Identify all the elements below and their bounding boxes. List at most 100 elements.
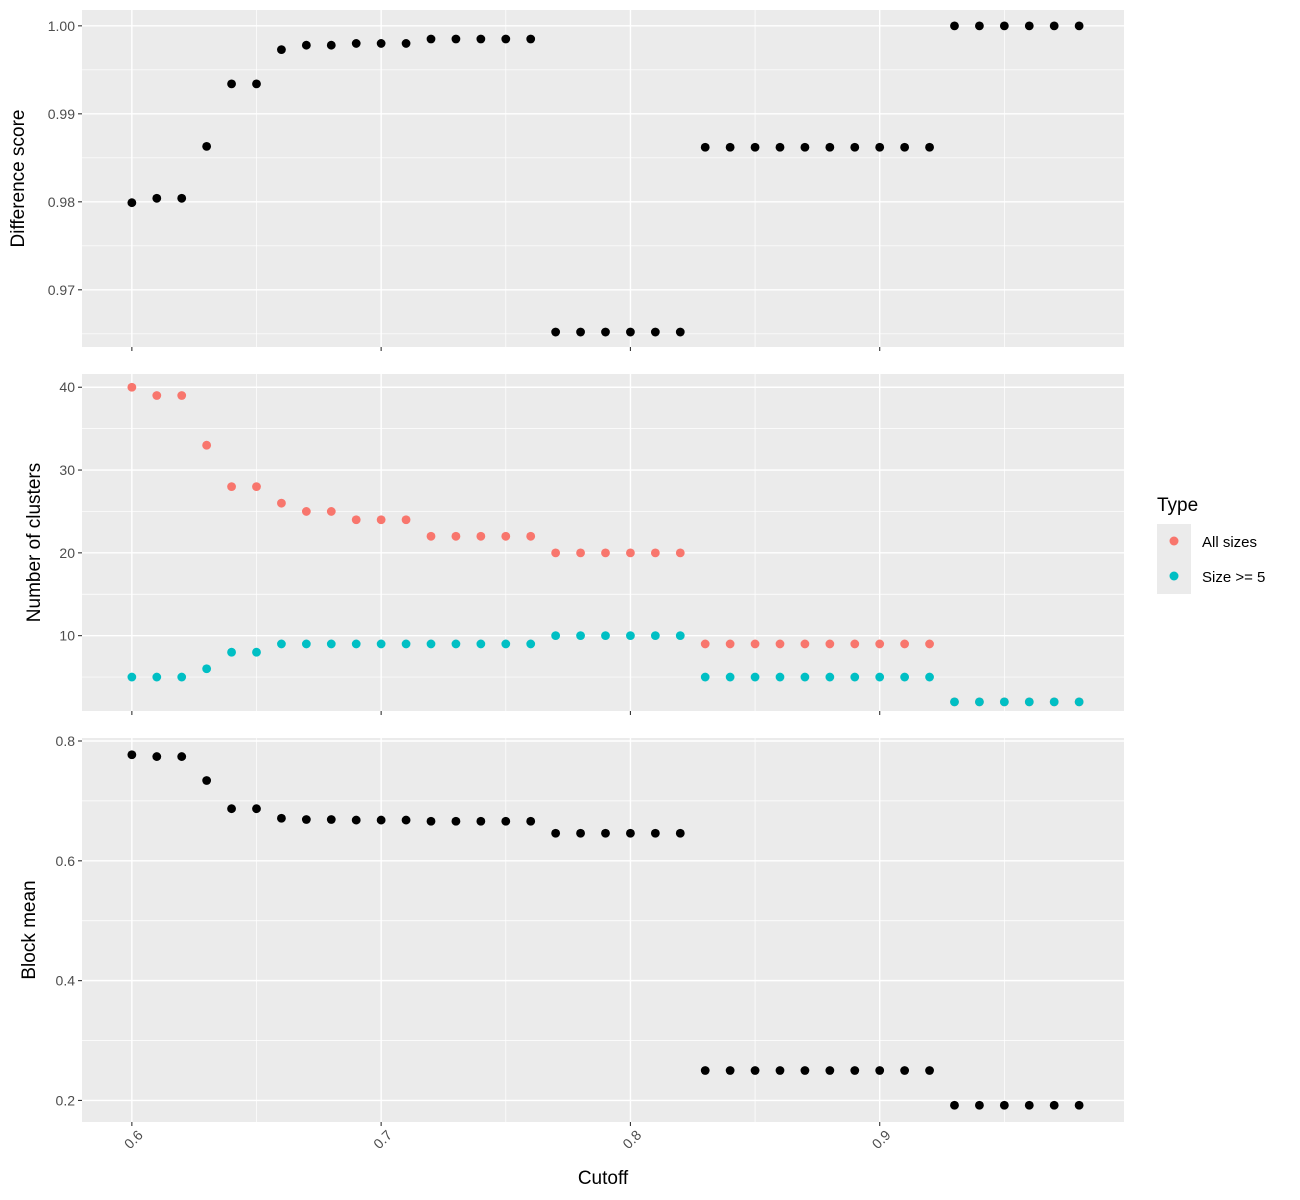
data-point: [650, 828, 660, 838]
data-point: [650, 548, 660, 558]
data-point: [551, 828, 561, 838]
legend-label-size-ge-5: Size >= 5: [1202, 569, 1265, 586]
data-point: [1074, 21, 1084, 31]
data-point: [601, 828, 610, 838]
data-point: [825, 142, 835, 152]
data-point: [850, 672, 860, 682]
data-point: [351, 515, 361, 525]
data-point: [1074, 697, 1084, 707]
data-point: [700, 142, 710, 152]
data-point: [551, 327, 561, 337]
data-point: [825, 672, 835, 682]
data-point: [626, 631, 635, 641]
data-point: [750, 672, 760, 682]
y-tick-label: 30: [59, 462, 75, 478]
data-point: [177, 752, 187, 761]
data-point: [1024, 1100, 1034, 1110]
data-point: [177, 193, 187, 203]
data-point: [277, 45, 286, 54]
y-tick-label: 0.8: [56, 733, 76, 749]
data-point: [601, 327, 610, 337]
x-tick-label: 0.6: [121, 1127, 146, 1152]
data-point: [675, 828, 685, 838]
data-point: [675, 327, 685, 337]
data-point: [825, 1066, 835, 1075]
data-point: [127, 198, 137, 208]
data-point: [227, 647, 236, 657]
data-point: [177, 672, 187, 682]
data-point: [725, 142, 735, 152]
data-point: [451, 34, 461, 44]
data-point: [252, 79, 261, 89]
data-point: [227, 79, 236, 89]
data-point: [227, 804, 236, 814]
data-point: [950, 21, 959, 31]
data-point: [975, 21, 984, 31]
data-point: [426, 639, 436, 649]
data-point: [152, 193, 162, 203]
data-point: [351, 815, 361, 825]
data-point: [376, 515, 386, 525]
data-point: [426, 531, 436, 541]
data-point: [750, 142, 760, 152]
series-size-ge-5: [127, 631, 1084, 707]
data-point: [252, 482, 261, 492]
panel-middle: 10 20 30 40 Number of clusters: [24, 374, 1124, 715]
data-point: [626, 828, 635, 838]
data-point: [277, 639, 286, 649]
data-point: [401, 639, 411, 649]
data-point: [576, 631, 585, 641]
data-point: [376, 815, 386, 825]
data-point: [152, 672, 162, 682]
data-point: [975, 697, 984, 707]
data-point: [551, 548, 561, 558]
data-point: [376, 39, 386, 48]
y-axis-title: Block mean: [19, 880, 40, 979]
data-point: [925, 672, 934, 682]
data-point: [401, 39, 411, 48]
legend: Type All sizes Size >= 5: [1157, 495, 1265, 594]
data-point: [925, 639, 934, 649]
data-point: [700, 672, 710, 682]
y-tick-label: 0.6: [56, 853, 76, 869]
data-point: [326, 639, 336, 649]
data-point: [925, 142, 934, 152]
data-point: [351, 39, 361, 48]
data-point: [501, 34, 511, 44]
y-tick-label: 0.99: [48, 106, 75, 122]
data-point: [526, 531, 536, 541]
data-point: [127, 672, 137, 682]
data-point: [451, 531, 461, 541]
data-point: [850, 639, 860, 649]
data-point: [875, 1066, 885, 1075]
data-point: [526, 34, 536, 44]
data-point: [576, 548, 585, 558]
data-point: [202, 776, 212, 785]
y-tick-label: 0.2: [56, 1092, 76, 1108]
data-point: [326, 40, 336, 50]
data-point: [1049, 21, 1059, 31]
data-point: [252, 647, 261, 657]
data-point: [376, 639, 386, 649]
data-point: [650, 631, 660, 641]
data-point: [1074, 1100, 1084, 1110]
data-point: [1024, 697, 1034, 707]
data-point: [152, 752, 162, 761]
x-tick-label: 0.8: [619, 1127, 644, 1152]
legend-key-size-ge-5: [1169, 571, 1179, 581]
data-point: [277, 498, 286, 508]
data-point: [326, 815, 336, 824]
y-axis-title: Number of clusters: [24, 463, 45, 622]
data-point: [700, 639, 710, 649]
data-point: [202, 664, 212, 674]
data-point: [825, 639, 835, 649]
data-point: [501, 639, 511, 649]
panel-bottom: 0.2 0.4 0.6 0.8 0.6 0.7 0.8 0.9 Block mean: [19, 733, 1124, 1152]
legend-key-background: [1157, 524, 1191, 594]
data-point: [950, 697, 959, 707]
data-point: [1024, 21, 1034, 31]
data-point: [800, 142, 810, 152]
data-point: [1049, 1100, 1059, 1110]
data-point: [301, 815, 311, 824]
